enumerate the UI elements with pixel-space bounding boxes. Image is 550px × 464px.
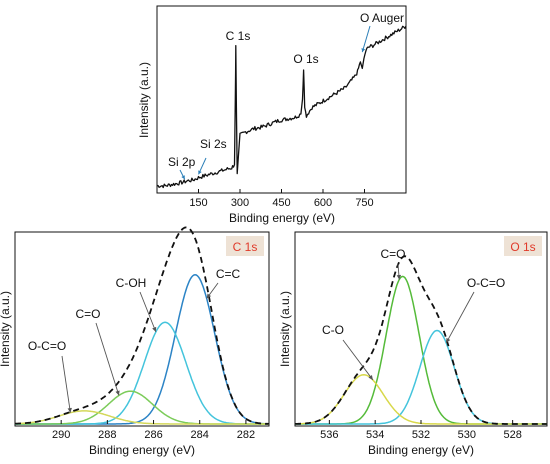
o1s-envelope: [295, 255, 547, 425]
c1s-xtick-label: 282: [237, 429, 255, 441]
survey-annotation-arrowhead: [361, 48, 366, 53]
c1s-ylabel: Intensity (a.u.): [0, 291, 12, 367]
o1s-label-arrow: [342, 339, 374, 381]
c1s-xtick-label: 284: [191, 429, 209, 441]
survey-xtick-label: 750: [355, 197, 373, 209]
survey-panel: 150 300 450 600 750 Si 2p Si 2s C 1s O 1s O Auge…: [137, 5, 407, 225]
c1s-label-ceqc: C=C: [216, 267, 241, 281]
o1s-label-c-o: C-O: [322, 323, 344, 337]
survey-annotation-si-2s: Si 2s: [200, 137, 227, 151]
survey-annotation-arrowhead: [198, 170, 202, 175]
c1s-label-c-oh: C-OH: [116, 276, 147, 290]
survey-annotation-c-1s: C 1s: [226, 29, 251, 43]
c1s-label-arrowhead: [67, 407, 72, 413]
c1s-badge-text: C 1s: [233, 240, 258, 254]
o1s-peak-ceqo: [295, 275, 547, 425]
survey-ylabel: Intensity (a.u.): [137, 62, 151, 138]
survey-xtick-label: 600: [314, 197, 332, 209]
o1s-label-arrowhead: [396, 274, 402, 280]
c1s-label-o-ceqo: O-C=O: [28, 339, 66, 353]
survey-annotation-arrowhead: [181, 175, 185, 180]
o1s-xlabel: Binding energy (eV): [368, 443, 474, 457]
survey-annotation-arrow: [361, 25, 371, 53]
o1s-ylabel: Intensity (a.u.): [278, 291, 292, 367]
c1s-xtick-label: 290: [52, 429, 70, 441]
o1s-xtick-label: 534: [366, 429, 384, 441]
survey-spectrum-line: [156, 25, 407, 189]
o1s-label-ceqo: C=O: [380, 247, 405, 261]
o1s-label-arrowhead: [368, 375, 373, 380]
c1s-label-ceqo: C=O: [75, 307, 100, 321]
o1s-peak-c-o: [295, 374, 547, 425]
c1s-label-arrowhead: [152, 326, 157, 332]
c1s-xtick-label: 288: [98, 429, 116, 441]
o1s-badge: [504, 236, 542, 256]
c1s-label-arrow: [95, 322, 120, 396]
c1s-panel: 290 288 286 284 282 C=C C-OH C=O O-C=O C 1s Int…: [0, 226, 270, 457]
o1s-badge-text: O 1s: [510, 240, 535, 254]
survey-xlabel: Binding energy (eV): [229, 211, 335, 225]
survey-xtick-label: 150: [189, 197, 207, 209]
c1s-label-arrow: [139, 291, 157, 333]
survey-annotation-o-auger: O Auger: [360, 11, 404, 25]
o1s-xtick-label: 528: [503, 429, 521, 441]
c1s-frame: [14, 231, 270, 427]
survey-annotation-si-2p: Si 2p: [168, 155, 196, 169]
c1s-xlabel: Binding energy (eV): [89, 443, 195, 457]
c1s-label-arrowhead: [115, 390, 120, 396]
o1s-xtick-label: 536: [320, 429, 338, 441]
c1s-badge: [226, 236, 264, 256]
c1s-peak-o-ceqo: [14, 410, 269, 425]
c1s-envelope: [14, 226, 270, 425]
survey-xtick-label: 300: [231, 197, 249, 209]
c1s-label-arrow: [61, 355, 71, 413]
survey-annotation-o-1s: O 1s: [293, 52, 318, 66]
o1s-panel: 536 534 532 530 528 C=O O-C=O C-O O 1s Intensi…: [278, 231, 548, 457]
o1s-xtick-label: 532: [412, 429, 430, 441]
o1s-xtick-label: 530: [458, 429, 476, 441]
o1s-label-arrow: [445, 291, 475, 344]
o1s-label-arrowhead: [446, 337, 451, 343]
o1s-frame: [294, 231, 548, 427]
survey-xtick-label: 450: [272, 197, 290, 209]
o1s-label-o-ceqo: O-C=O: [467, 276, 505, 290]
c1s-label-arrowhead: [206, 293, 212, 299]
c1s-xtick-label: 286: [144, 429, 162, 441]
